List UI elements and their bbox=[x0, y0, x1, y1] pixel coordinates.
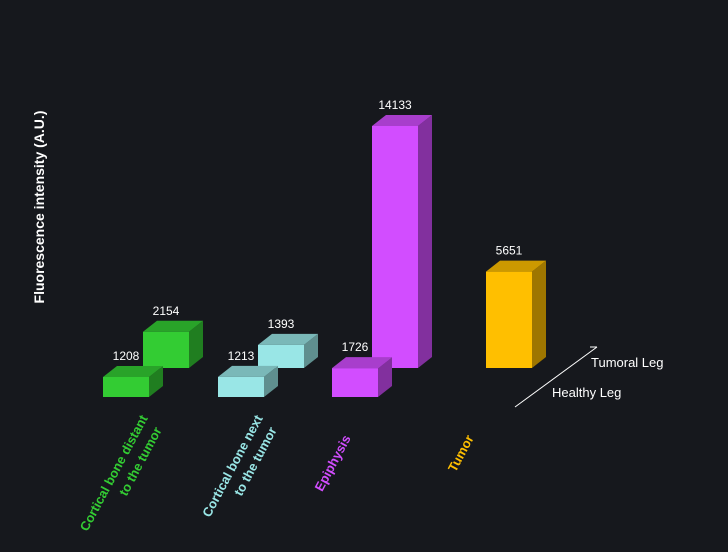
value-label-cortical-bone-next-to-the-tumor-tumoral-leg: 1393 bbox=[268, 317, 295, 331]
y-axis-label: Fluorescence intensity (A.U.) bbox=[31, 111, 47, 304]
bar-top-face bbox=[143, 320, 203, 332]
category-label-tumor: Tumor bbox=[445, 432, 477, 474]
bar-top-face bbox=[218, 365, 278, 377]
value-label-epiphysis-healthy-leg: 1726 bbox=[342, 340, 369, 354]
category-label-line: Epiphysis bbox=[312, 432, 354, 493]
category-labels-layer: Cortical bone distantto the tumor Cortica… bbox=[77, 412, 477, 542]
bar-side-face bbox=[532, 260, 546, 368]
bar-front-face bbox=[218, 376, 264, 397]
bar-top-face bbox=[103, 366, 163, 377]
bar-side-face bbox=[264, 365, 278, 397]
bar-side-face bbox=[418, 115, 432, 368]
depth-axis-line bbox=[514, 346, 598, 408]
bar-side-face bbox=[149, 366, 163, 397]
bar-top-face bbox=[332, 357, 392, 369]
value-label-tumor-tumoral-leg: 5651 bbox=[496, 244, 523, 258]
bar-side-face bbox=[378, 357, 392, 397]
bar-side-face bbox=[189, 320, 203, 368]
bar-front-face bbox=[258, 344, 304, 368]
bar-epiphysis-tumoral-leg bbox=[372, 115, 432, 368]
depth-label-tumoral-leg: Tumoral Leg bbox=[591, 355, 664, 370]
category-label-cortical-bone-distant-to-the-tumor: Cortical bone distantto the tumor bbox=[77, 412, 167, 542]
value-label-cortical-bone-distant-to-the-tumor-tumoral-leg: 2154 bbox=[153, 304, 180, 318]
value-label-cortical-bone-distant-to-the-tumor-healthy-leg: 1208 bbox=[113, 349, 140, 363]
category-label-cortical-bone-next-to-the-tumor: Cortical bone nextto the tumor bbox=[199, 412, 282, 528]
bar-epiphysis-healthy-leg bbox=[332, 357, 392, 397]
bar-cortical-bone-distant-to-the-tumor-healthy-leg bbox=[103, 366, 163, 397]
bar-tumor-tumoral-leg bbox=[486, 260, 546, 368]
bars-layer bbox=[103, 115, 546, 397]
category-label-epiphysis: Epiphysis bbox=[312, 432, 354, 493]
bar-front-face bbox=[143, 331, 189, 368]
depth-label-healthy-leg: Healthy Leg bbox=[552, 385, 621, 400]
bar-front-face bbox=[103, 377, 149, 397]
value-label-epiphysis-tumoral-leg: 14133 bbox=[378, 98, 412, 112]
bar-side-face bbox=[304, 333, 318, 368]
bar-top-face bbox=[258, 333, 318, 345]
bar-cortical-bone-next-to-the-tumor-healthy-leg bbox=[218, 365, 278, 397]
bar-front-face bbox=[372, 126, 418, 368]
bar-cortical-bone-distant-to-the-tumor-tumoral-leg bbox=[143, 320, 203, 368]
category-label-line: Tumor bbox=[445, 432, 477, 474]
bar-top-face bbox=[486, 260, 546, 272]
bar-front-face bbox=[332, 368, 378, 397]
value-label-cortical-bone-next-to-the-tumor-healthy-leg: 1213 bbox=[228, 349, 255, 363]
value-labels-layer: 2154 1393 14133 5651 1208 1213 1726 bbox=[113, 98, 523, 363]
bar-cortical-bone-next-to-the-tumor-tumoral-leg bbox=[258, 333, 318, 368]
bar-front-face bbox=[486, 271, 532, 368]
bar-top-face bbox=[372, 115, 432, 126]
